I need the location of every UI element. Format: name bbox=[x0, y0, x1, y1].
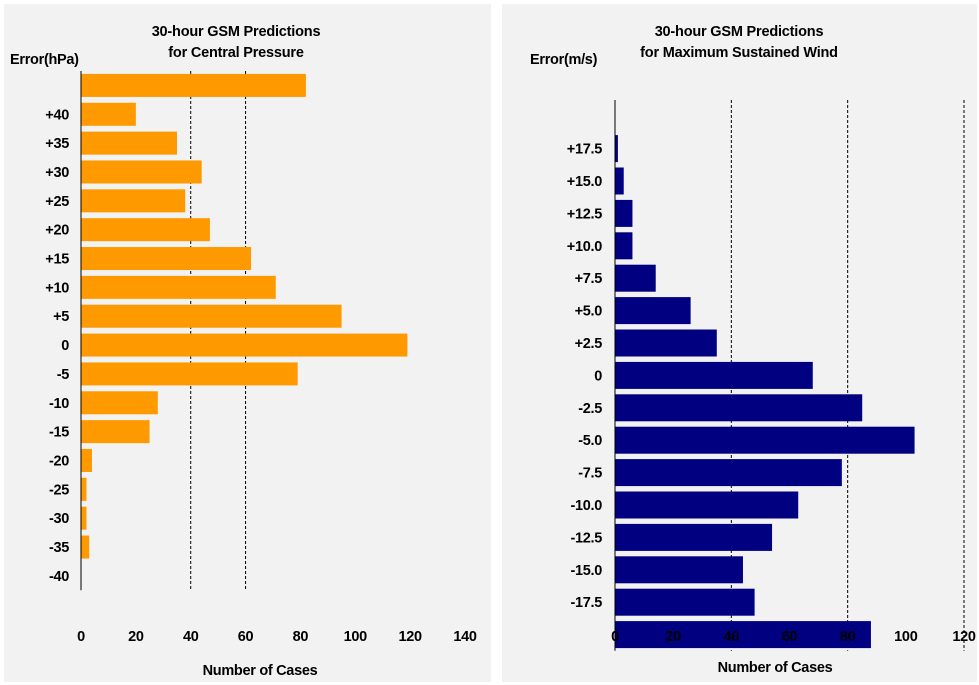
pressure-bar bbox=[81, 477, 87, 501]
wind-bar bbox=[615, 556, 743, 584]
wind-bar bbox=[615, 426, 915, 454]
wind-x-tick-label: 120 bbox=[952, 629, 976, 645]
wind-category-label: +10.0 bbox=[567, 239, 602, 255]
pressure-bar bbox=[81, 247, 252, 271]
wind-bar bbox=[615, 361, 813, 389]
pressure-category-label: -10 bbox=[49, 396, 69, 412]
wind-x-tick-label: 0 bbox=[611, 629, 619, 645]
wind-bar bbox=[615, 523, 773, 551]
pressure-bar bbox=[81, 304, 342, 328]
pressure-chart-panel: 30-hour GSM Predictions for Central Press… bbox=[4, 4, 491, 682]
pressure-error-chart: 30-hour GSM Predictions for Central Press… bbox=[10, 24, 477, 679]
wind-category-label: +2.5 bbox=[575, 336, 603, 352]
pressure-x-tick-label: 120 bbox=[398, 629, 422, 645]
pressure-category-label: +35 bbox=[45, 136, 69, 152]
pressure-chart-title: 30-hour GSM Predictions bbox=[152, 24, 321, 40]
pressure-category-label: +10 bbox=[45, 280, 69, 296]
pressure-bar bbox=[81, 131, 177, 155]
wind-category-label: -10.0 bbox=[570, 498, 602, 514]
wind-category-label: -17.5 bbox=[570, 595, 602, 611]
wind-category-label: +5.0 bbox=[575, 304, 603, 320]
wind-chart-title: 30-hour GSM Predictions bbox=[655, 24, 824, 40]
wind-bar bbox=[615, 588, 755, 616]
pressure-category-label: 0 bbox=[61, 338, 69, 354]
pressure-bar bbox=[81, 448, 92, 472]
wind-x-tick-label: 40 bbox=[724, 629, 740, 645]
wind-category-label: -15.0 bbox=[570, 563, 602, 579]
pressure-category-label: -40 bbox=[49, 569, 69, 585]
wind-bar bbox=[615, 394, 863, 422]
pressure-category-label: -35 bbox=[49, 540, 69, 556]
wind-bar bbox=[615, 491, 799, 519]
pressure-bar bbox=[81, 362, 298, 386]
wind-category-label: -5.0 bbox=[578, 433, 602, 449]
wind-category-label: -7.5 bbox=[578, 466, 602, 482]
pressure-bar bbox=[81, 73, 306, 97]
wind-bar bbox=[615, 199, 633, 227]
wind-error-chart: 30-hour GSM Predictions for Maximum Susta… bbox=[530, 24, 976, 676]
wind-x-tick-label: 80 bbox=[840, 629, 856, 645]
pressure-x-tick-label: 60 bbox=[238, 629, 254, 645]
pressure-bar bbox=[81, 275, 276, 299]
pressure-category-label: +20 bbox=[45, 223, 69, 239]
wind-x-axis-label: Number of Cases bbox=[718, 660, 833, 676]
pressure-x-axis-label: Number of Cases bbox=[203, 663, 318, 679]
pressure-bar bbox=[81, 420, 150, 444]
pressure-category-label: +40 bbox=[45, 107, 69, 123]
pressure-chart-title: for Central Pressure bbox=[168, 45, 304, 61]
wind-bar bbox=[615, 135, 618, 163]
pressure-bar bbox=[81, 333, 408, 357]
pressure-bar bbox=[81, 218, 210, 242]
wind-category-label: +17.5 bbox=[567, 142, 602, 158]
pressure-bar bbox=[81, 535, 90, 559]
wind-bar bbox=[615, 621, 871, 649]
wind-y-axis-label: Error(m/s) bbox=[530, 52, 598, 68]
wind-chart-title: for Maximum Sustained Wind bbox=[640, 45, 838, 61]
pressure-category-label: -15 bbox=[49, 425, 69, 441]
pressure-x-tick-label: 40 bbox=[183, 629, 199, 645]
pressure-x-tick-label: 80 bbox=[293, 629, 309, 645]
wind-chart-panel: 30-hour GSM Predictions for Maximum Susta… bbox=[502, 4, 977, 682]
pressure-x-tick-label: 100 bbox=[344, 629, 368, 645]
wind-bar bbox=[615, 297, 691, 325]
wind-x-tick-label: 60 bbox=[782, 629, 798, 645]
wind-category-label: 0 bbox=[594, 368, 602, 384]
pressure-x-tick-label: 20 bbox=[128, 629, 144, 645]
wind-bar bbox=[615, 232, 633, 260]
wind-category-label: +12.5 bbox=[567, 206, 602, 222]
pressure-category-label: +25 bbox=[45, 194, 69, 210]
wind-x-tick-label: 100 bbox=[894, 629, 918, 645]
pressure-x-tick-label: 140 bbox=[453, 629, 477, 645]
pressure-category-label: -20 bbox=[49, 453, 69, 469]
wind-category-label: -2.5 bbox=[578, 401, 602, 417]
pressure-x-tick-label: 0 bbox=[77, 629, 85, 645]
pressure-bar bbox=[81, 391, 158, 415]
wind-bar bbox=[615, 459, 842, 487]
pressure-category-label: -5 bbox=[57, 367, 70, 383]
pressure-category-label: -25 bbox=[49, 482, 69, 498]
wind-category-label: +7.5 bbox=[575, 271, 603, 287]
wind-bar bbox=[615, 167, 624, 195]
pressure-category-label: +15 bbox=[45, 252, 69, 268]
pressure-bar bbox=[81, 102, 136, 126]
pressure-bar bbox=[81, 506, 87, 530]
wind-x-tick-label: 20 bbox=[665, 629, 681, 645]
wind-category-label: +15.0 bbox=[567, 174, 602, 190]
pressure-category-label: -30 bbox=[49, 511, 69, 527]
pressure-bar bbox=[81, 189, 186, 213]
pressure-category-label: +5 bbox=[53, 309, 69, 325]
pressure-bar bbox=[81, 160, 202, 184]
wind-bar bbox=[615, 329, 717, 357]
wind-bar bbox=[615, 264, 656, 292]
pressure-category-label: +30 bbox=[45, 165, 69, 181]
wind-category-label: -12.5 bbox=[570, 530, 602, 546]
pressure-y-axis-label: Error(hPa) bbox=[10, 52, 79, 68]
